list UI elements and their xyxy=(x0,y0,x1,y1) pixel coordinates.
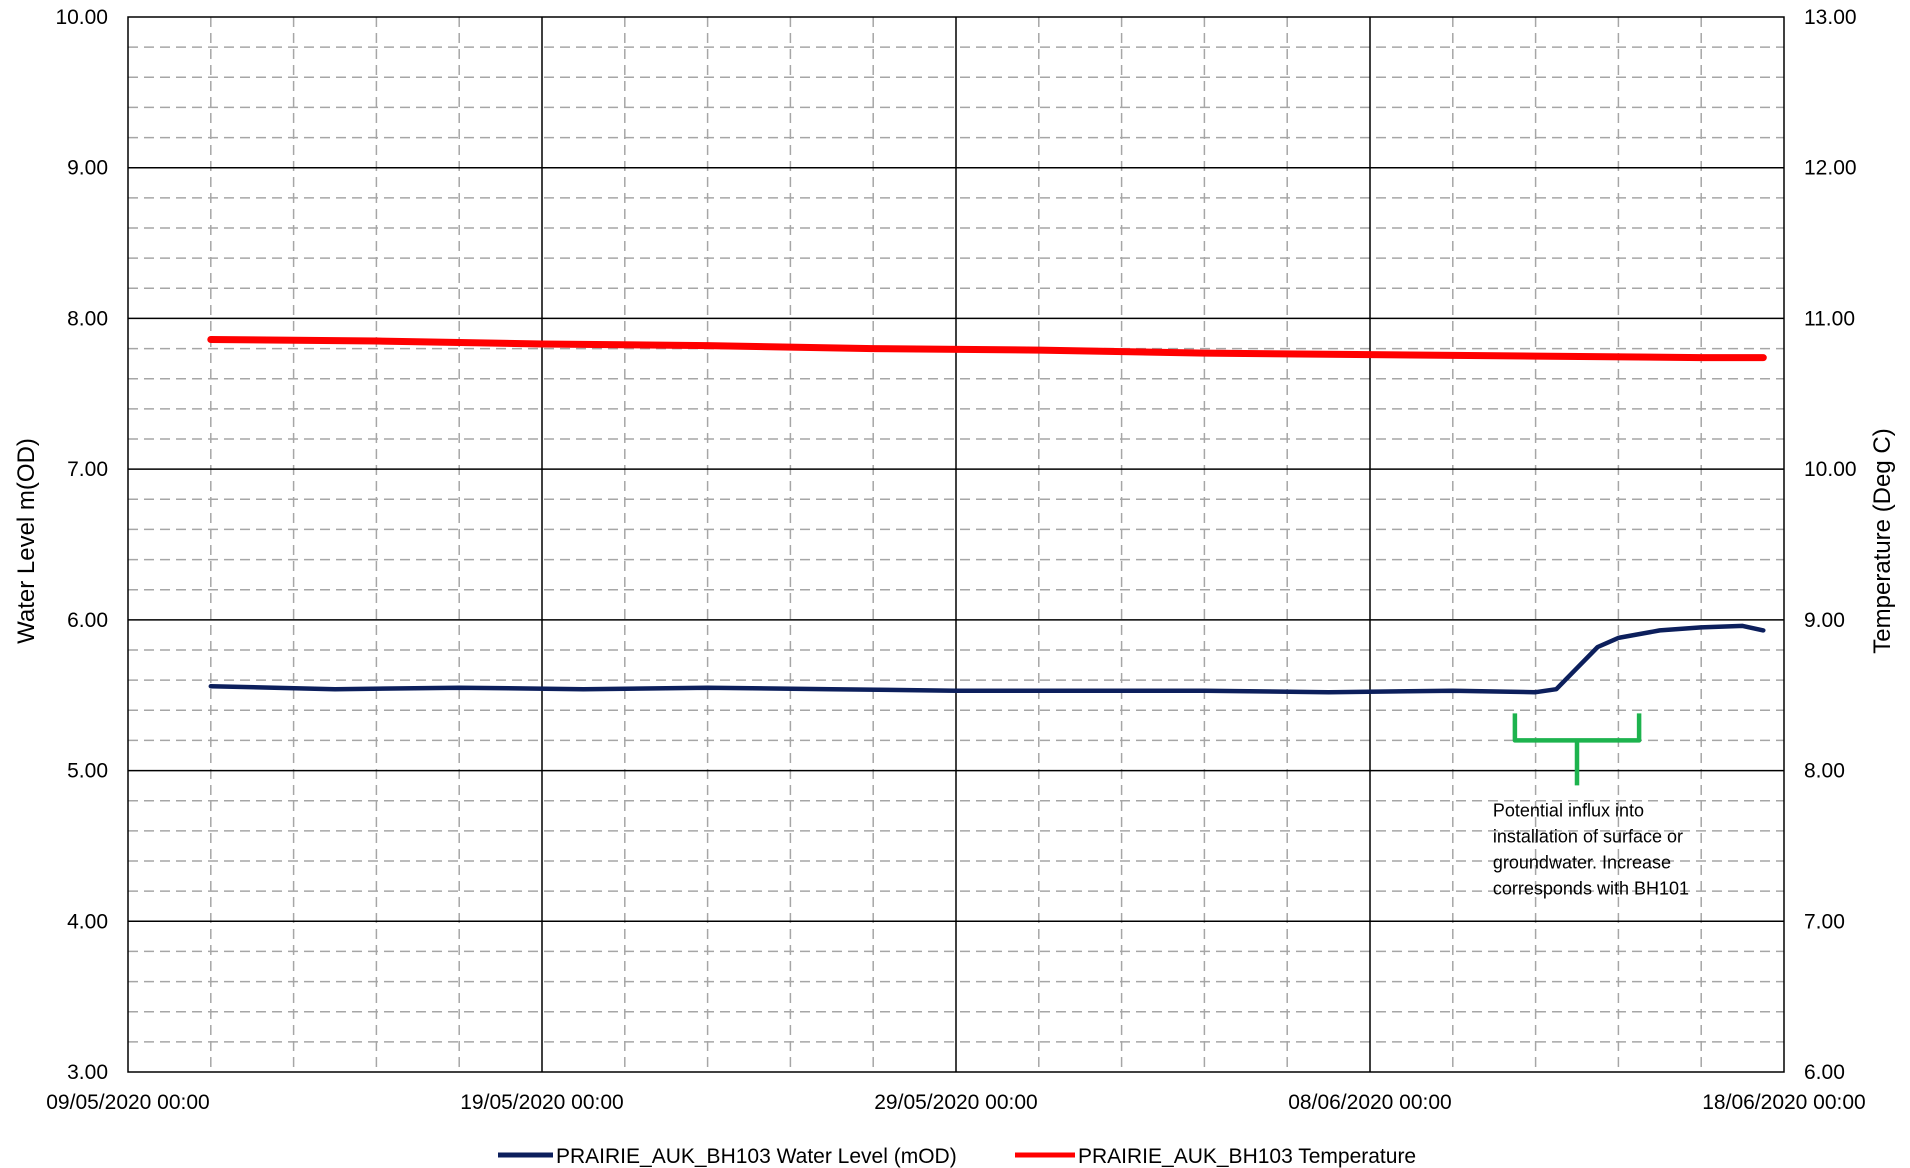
legend-label-water-level: PRAIRIE_AUK_BH103 Water Level (mOD) xyxy=(556,1145,957,1168)
y2-tick-label: 11.00 xyxy=(1804,307,1855,330)
legend-label-temperature: PRAIRIE_AUK_BH103 Temperature xyxy=(1078,1145,1416,1168)
y2-axis-tick-labels: 13.00 12.00 11.00 10.00 9.00 8.00 7.00 6.00 xyxy=(1804,6,1857,1084)
y-tick-label: 8.00 xyxy=(67,307,108,330)
x-tick-label: 19/05/2020 00:00 xyxy=(460,1091,624,1114)
y-tick-label: 10.00 xyxy=(55,6,108,29)
series-line-water-level xyxy=(208,623,1766,695)
annotation-text-line: installation of surface or xyxy=(1493,826,1683,846)
y2-tick-label: 7.00 xyxy=(1804,910,1845,933)
y-axis-title: Water Level m(OD) xyxy=(13,438,40,644)
major-gridlines xyxy=(128,17,1784,1072)
y-tick-label: 5.00 xyxy=(67,760,108,783)
series-layer xyxy=(207,336,1767,695)
y2-tick-label: 6.00 xyxy=(1804,1061,1845,1084)
y-axis-tick-labels: 10.00 9.00 8.00 7.00 6.00 5.00 4.00 3.00 xyxy=(55,6,108,1084)
y-tick-label: 9.00 xyxy=(67,157,108,180)
y2-tick-label: 13.00 xyxy=(1804,6,1857,29)
plot-area-border xyxy=(127,16,1785,1073)
annotation-layer: Potential influx into installation of sur… xyxy=(1493,713,1689,898)
y2-tick-label: 8.00 xyxy=(1804,760,1845,783)
y2-tick-label: 12.00 xyxy=(1804,157,1857,180)
y2-tick-label: 9.00 xyxy=(1804,609,1845,632)
y-tick-label: 6.00 xyxy=(67,609,108,632)
legend: PRAIRIE_AUK_BH103 Water Level (mOD) PRAI… xyxy=(498,1145,1416,1168)
y2-tick-label: 10.00 xyxy=(1804,458,1857,481)
y-tick-label: 3.00 xyxy=(67,1061,108,1084)
y-tick-label: 7.00 xyxy=(67,458,108,481)
annotation-text-line: groundwater. Increase xyxy=(1493,852,1671,872)
x-axis-tick-labels: 09/05/2020 00:00 19/05/2020 00:00 29/05/20… xyxy=(46,1091,1866,1114)
annotation-bracket xyxy=(1512,713,1642,786)
y-tick-label: 4.00 xyxy=(67,910,108,933)
x-tick-label: 08/06/2020 00:00 xyxy=(1288,1091,1452,1114)
annotation-text-line: corresponds with BH101 xyxy=(1493,878,1689,898)
x-tick-label: 18/06/2020 00:00 xyxy=(1702,1091,1866,1114)
y2-axis-title: Temperature (Deg C) xyxy=(1869,428,1896,653)
annotation-text-line: Potential influx into xyxy=(1493,800,1644,820)
x-tick-label: 29/05/2020 00:00 xyxy=(874,1091,1038,1114)
minor-gridlines xyxy=(128,17,1784,1072)
x-tick-label: 09/05/2020 00:00 xyxy=(46,1091,210,1114)
